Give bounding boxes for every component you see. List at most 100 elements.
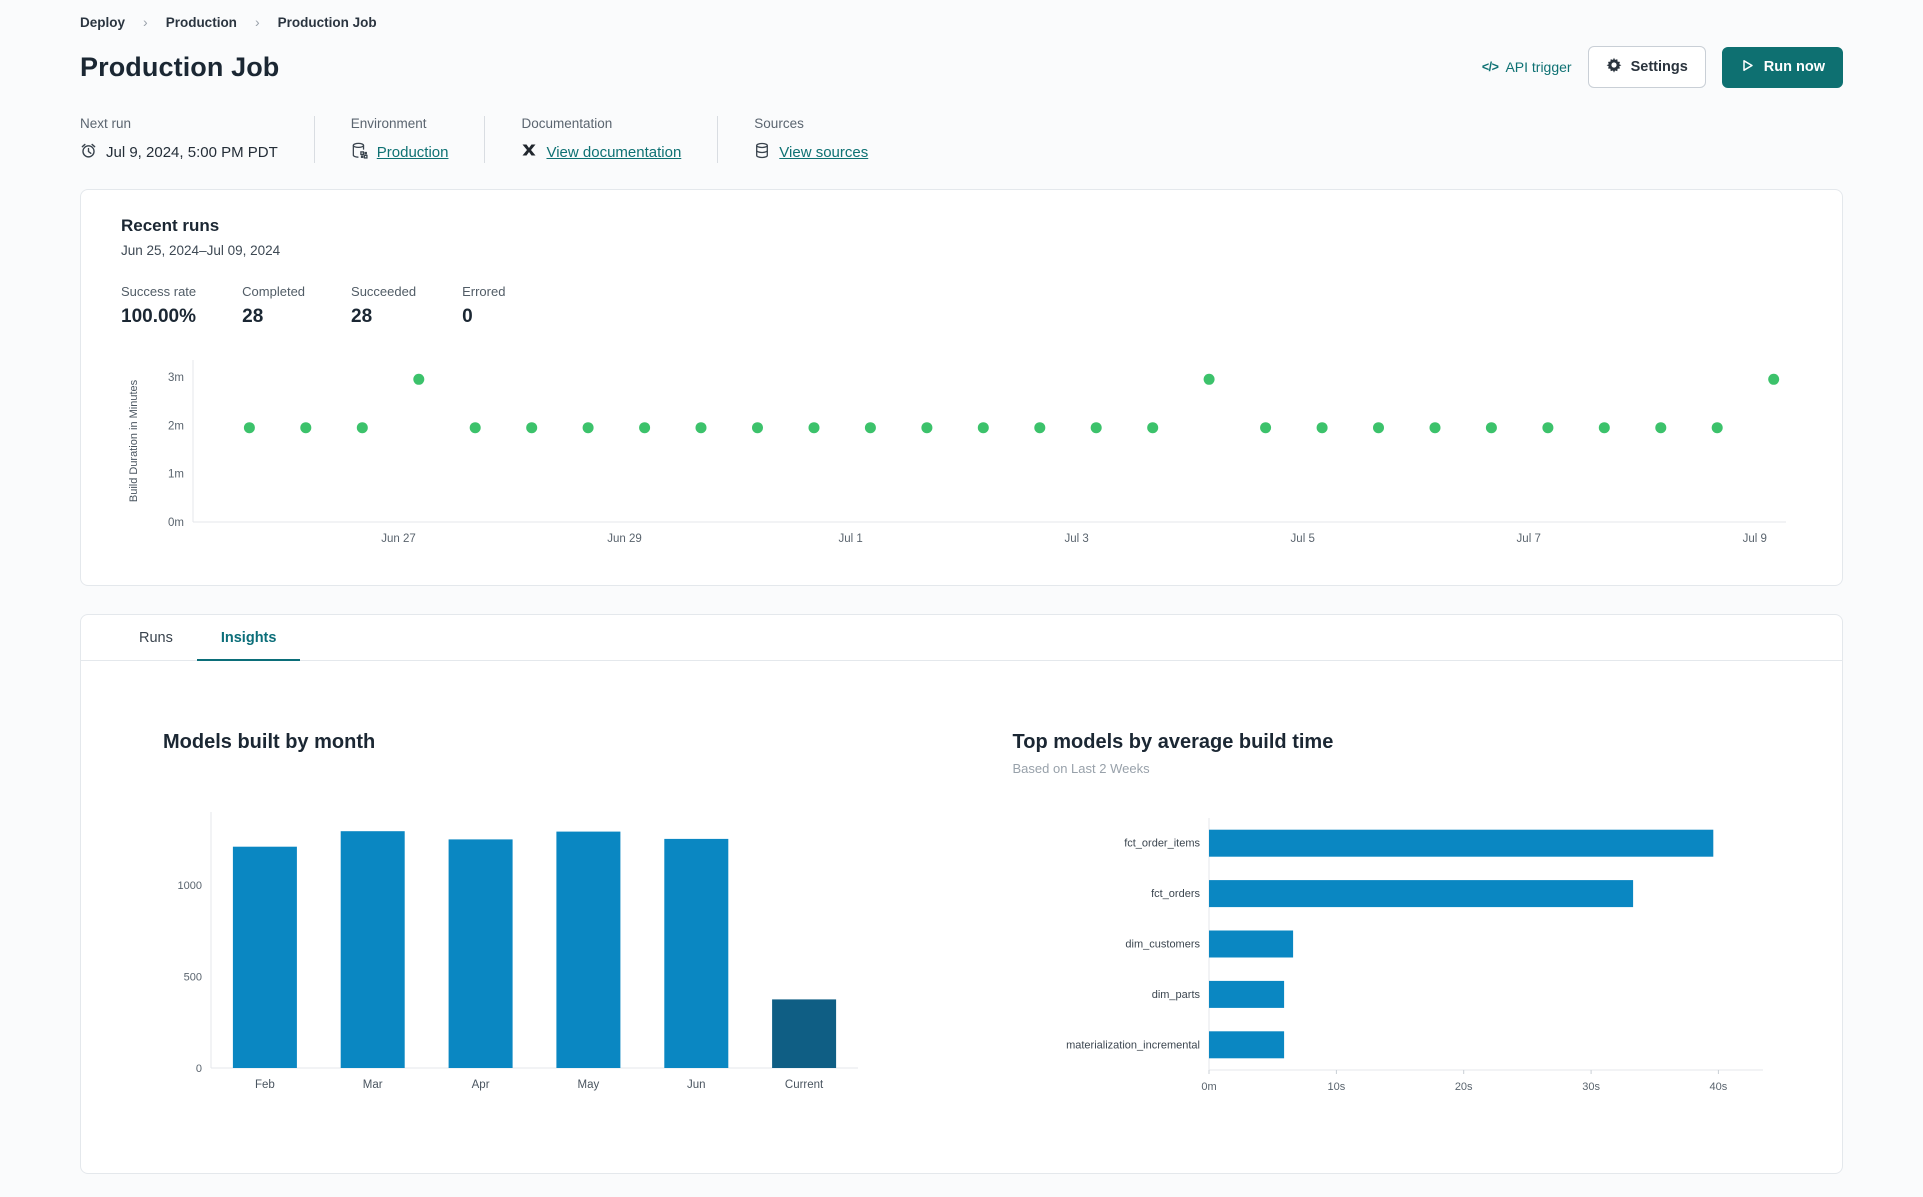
api-trigger-link[interactable]: </> API trigger (1482, 59, 1572, 75)
run-duration-point[interactable] (1316, 422, 1328, 434)
run-duration-point[interactable] (1655, 422, 1667, 434)
top-models-title: Top models by average build time (1012, 731, 1334, 753)
run-duration-point[interactable] (808, 422, 820, 434)
models-month-bar[interactable] (232, 846, 297, 1068)
environment-icon (351, 142, 368, 163)
models-month-bar[interactable] (448, 839, 513, 1068)
model-build-time-bar[interactable] (1208, 880, 1633, 908)
stat-value: 28 (351, 306, 373, 327)
tab-bar: Runs Insights (81, 615, 1842, 661)
run-duration-point[interactable] (864, 422, 876, 434)
run-duration-point[interactable] (243, 422, 255, 434)
meta-documentation: Documentation View documentation (484, 116, 717, 163)
run-duration-point[interactable] (1090, 422, 1102, 434)
model-build-time-bar[interactable] (1208, 980, 1284, 1008)
run-duration-point[interactable] (1542, 422, 1554, 434)
svg-text:30s: 30s (1582, 1081, 1600, 1093)
svg-text:3m: 3m (168, 372, 184, 384)
run-duration-point[interactable] (752, 422, 763, 434)
code-icon: </> (1481, 60, 1499, 74)
settings-button[interactable]: Settings (1587, 46, 1706, 88)
run-now-button[interactable]: Run now (1721, 46, 1843, 88)
run-duration-point[interactable] (413, 373, 425, 385)
run-duration-point[interactable] (526, 422, 538, 434)
svg-text:20s: 20s (1454, 1081, 1472, 1093)
top-models-chart: 0m 10s 20s 30s 40s fct_order_items fct_ordersd… (1066, 818, 1763, 1093)
recent-runs-title: Recent runs (121, 216, 220, 235)
run-duration-point[interactable] (1373, 422, 1384, 434)
gear-icon (1606, 57, 1622, 77)
svg-text:0: 0 (196, 1063, 202, 1075)
view-documentation-link[interactable]: View documentation (546, 143, 682, 161)
build-duration-scatter-chart: 0m 1m 2m 3m Jun 27 Jun 29 Jul 1 Jul 3 Jul 5 Jul 7… (128, 360, 1786, 545)
run-duration-point[interactable] (921, 422, 933, 434)
run-duration-point[interactable] (469, 422, 481, 434)
model-build-time-bar[interactable] (1208, 1031, 1284, 1059)
run-duration-point[interactable] (695, 422, 707, 434)
svg-text:1m: 1m (168, 469, 184, 481)
breadcrumb: Deploy › Production › Production Job (80, 14, 1843, 30)
model-name-label: fct_orders (1151, 888, 1200, 900)
svg-text:Jul 9: Jul 9 (1743, 533, 1767, 545)
svg-text:Jul 3: Jul 3 (1064, 533, 1088, 545)
stat-label: Errored (462, 284, 506, 299)
stat-errored: Errored 0 (462, 284, 505, 328)
svg-text:0m: 0m (168, 517, 184, 529)
dbt-docs-icon (521, 142, 537, 162)
svg-text:Current: Current (785, 1079, 824, 1091)
run-duration-point[interactable] (1429, 422, 1441, 434)
run-duration-point[interactable] (1034, 422, 1046, 434)
model-build-time-bar[interactable] (1208, 829, 1713, 857)
database-icon (754, 142, 770, 163)
breadcrumb-item-deploy[interactable]: Deploy (80, 14, 126, 30)
svg-text:500: 500 (184, 972, 202, 984)
svg-text:10s: 10s (1327, 1081, 1345, 1093)
models-month-bar[interactable] (340, 831, 405, 1068)
models-by-month-chart: 0 500 1000 Feb Mar Apr May Jun Current (178, 812, 858, 1091)
run-duration-point[interactable] (1768, 373, 1780, 385)
breadcrumb-item-current: Production Job (277, 14, 377, 30)
meta-label: Next run (80, 116, 132, 131)
svg-text:0m: 0m (1201, 1081, 1216, 1093)
job-meta-row: Next run Jul 9, 2024, 5:00 PM PDT Enviro… (80, 116, 1843, 163)
models-month-bar[interactable] (664, 838, 729, 1068)
models-by-month-panel: Models built by month 0 500 1000 Feb Mar Apr M… (163, 731, 943, 1103)
svg-text:Mar: Mar (363, 1079, 383, 1091)
svg-text:Jun 27: Jun 27 (381, 533, 416, 545)
recent-runs-stats: Success rate 100.00% Completed 28 Succee… (121, 284, 1802, 328)
models-month-bar[interactable] (556, 831, 621, 1068)
svg-text:Apr: Apr (472, 1079, 490, 1091)
models-month-bar[interactable] (772, 999, 837, 1068)
top-models-subtitle: Based on Last 2 Weeks (1012, 761, 1150, 776)
view-sources-link[interactable]: View sources (779, 144, 869, 161)
run-duration-point[interactable] (1203, 373, 1215, 385)
run-duration-point[interactable] (356, 422, 368, 434)
run-duration-point[interactable] (300, 422, 312, 434)
insights-card: Runs Insights Models built by month 0 500… (80, 614, 1843, 1174)
run-duration-point[interactable] (639, 422, 651, 434)
run-duration-point[interactable] (1260, 422, 1272, 434)
svg-text:May: May (578, 1079, 600, 1091)
run-duration-point[interactable] (977, 422, 989, 434)
models-by-month-title: Models built by month (163, 731, 376, 753)
insights-content: Models built by month 0 500 1000 Feb Mar Apr M… (81, 661, 1842, 1103)
tab-runs[interactable]: Runs (139, 630, 173, 646)
run-duration-point[interactable] (1711, 422, 1723, 434)
breadcrumb-chevron-icon: › (254, 14, 260, 30)
tab-insights[interactable]: Insights (196, 615, 301, 661)
meta-environment: Environment Production (313, 116, 485, 163)
stat-success-rate: Success rate 100.00% (121, 284, 196, 328)
breadcrumb-item-production[interactable]: Production (165, 14, 237, 30)
run-duration-point[interactable] (1485, 422, 1497, 434)
run-duration-point[interactable] (1598, 422, 1610, 434)
run-duration-point[interactable] (582, 422, 594, 434)
svg-text:2m: 2m (168, 420, 184, 432)
run-duration-point[interactable] (1147, 422, 1159, 434)
model-build-time-bar[interactable] (1208, 930, 1293, 958)
model-name-label: dim_customers (1125, 939, 1200, 951)
svg-text:40s: 40s (1709, 1081, 1727, 1093)
stat-label: Succeeded (351, 284, 417, 299)
environment-link[interactable]: Production (376, 144, 449, 161)
meta-label: Documentation (521, 116, 613, 131)
